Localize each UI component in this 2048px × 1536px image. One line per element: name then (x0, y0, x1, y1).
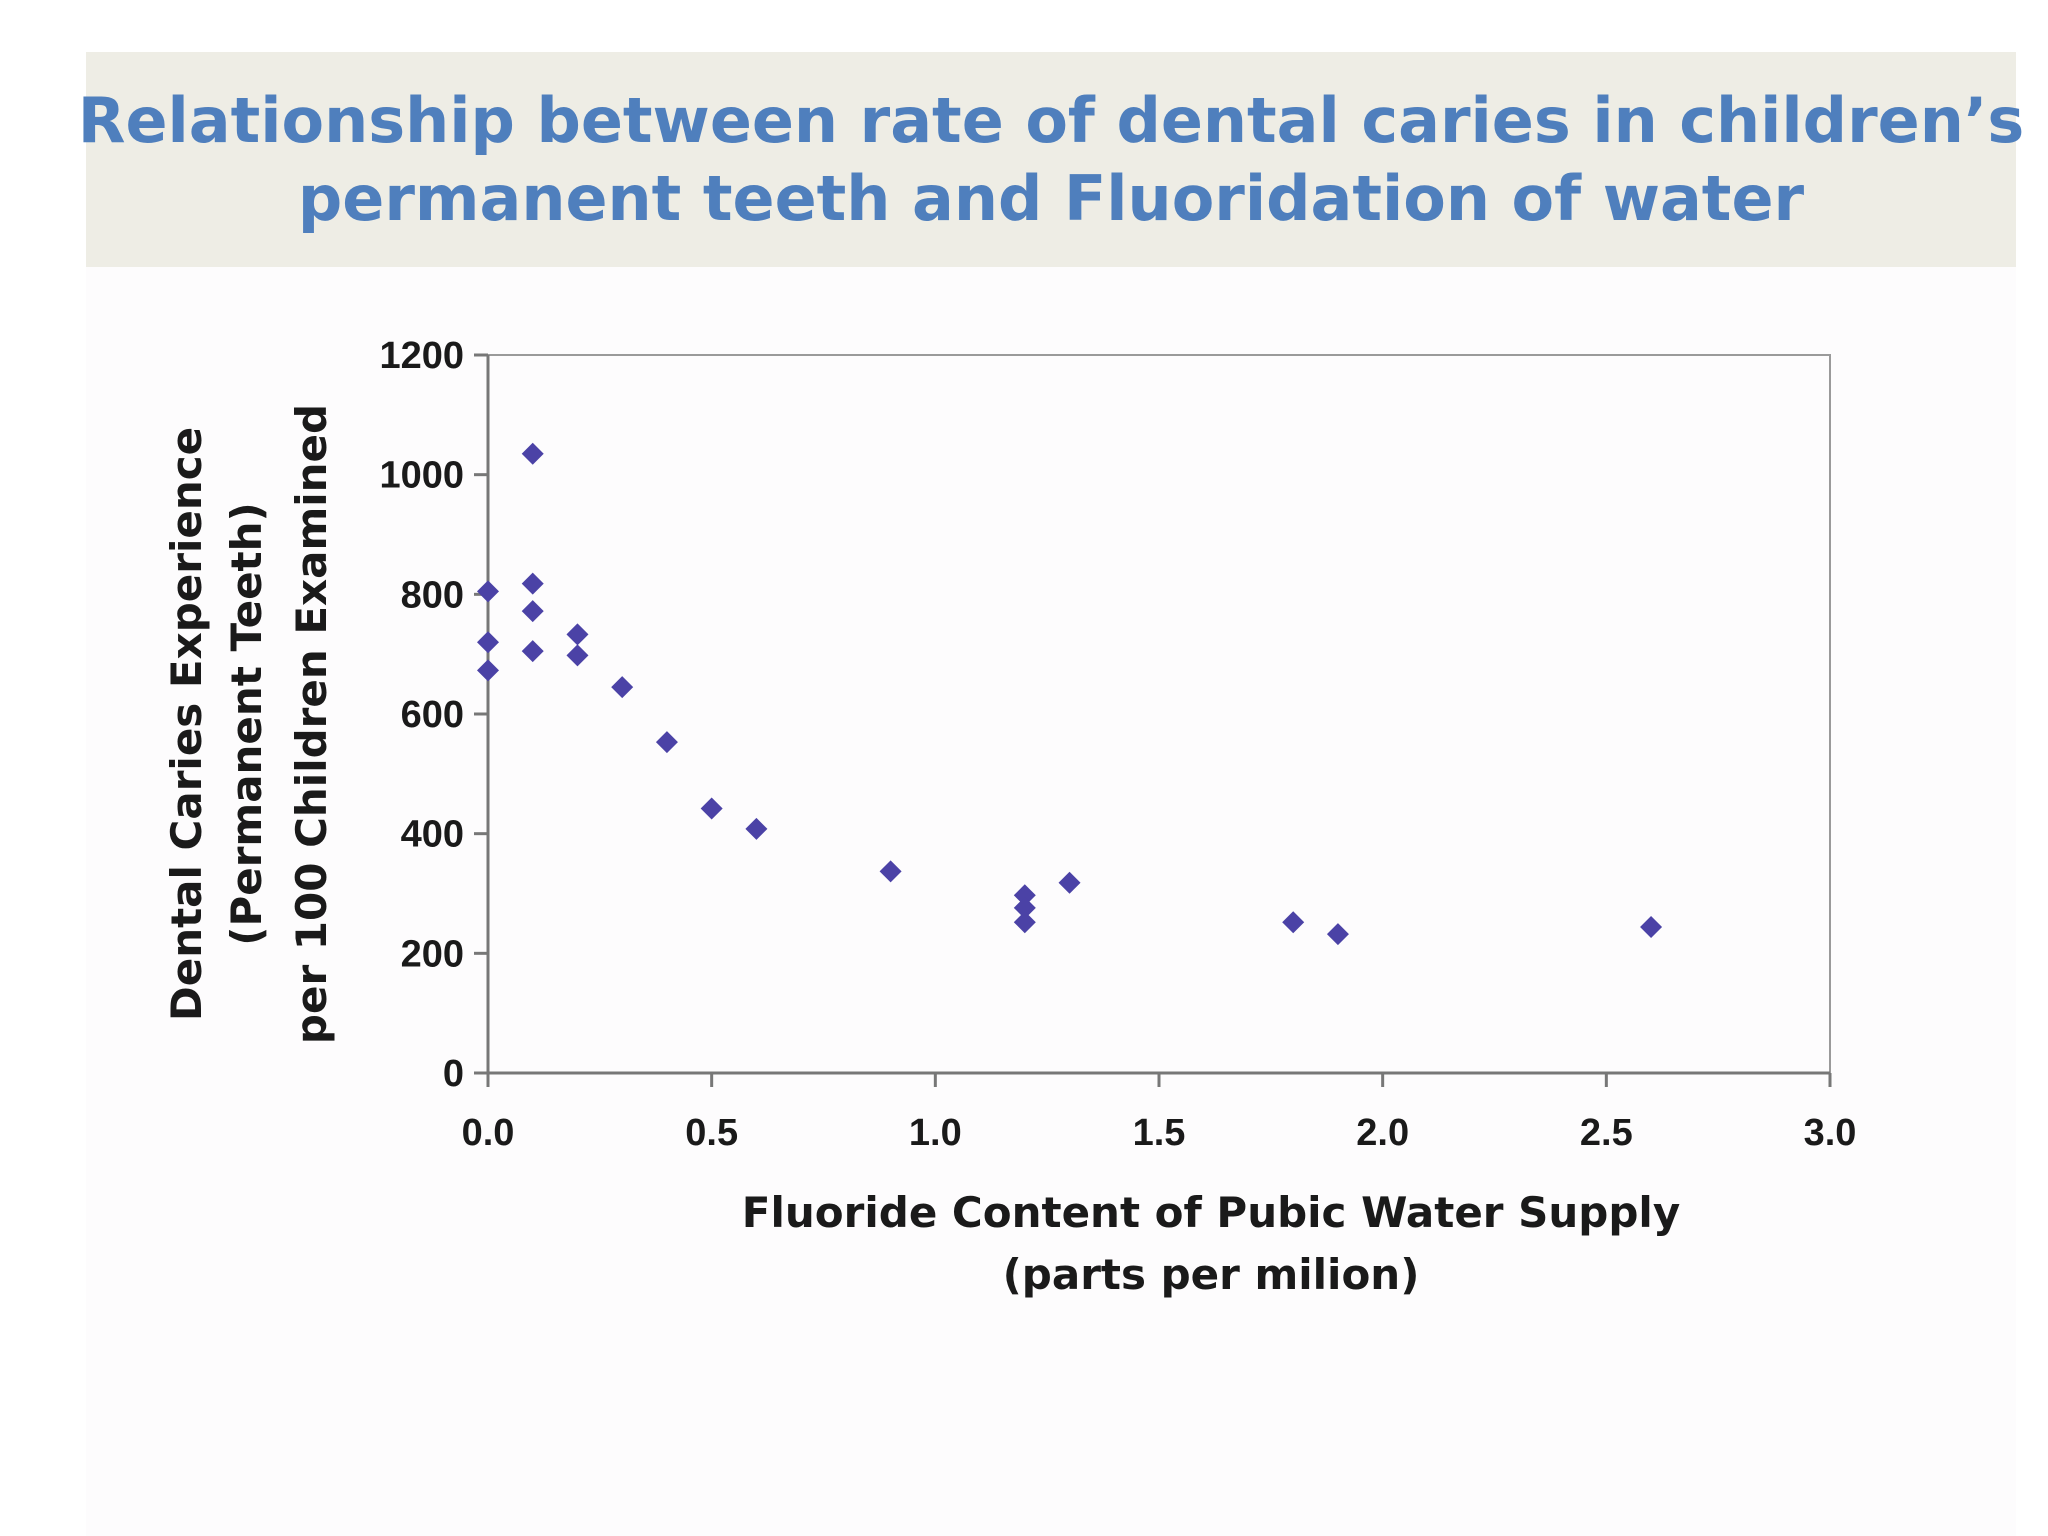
data-point (566, 644, 589, 667)
data-point (655, 731, 678, 754)
y-tick-label: 1000 (379, 455, 464, 497)
slide-title-line-2: permanent teeth and Fluoridation of wate… (297, 161, 1805, 235)
data-point (521, 600, 544, 623)
x-tick-label: 0.5 (685, 1112, 738, 1154)
x-tick-label: 1.0 (909, 1112, 962, 1154)
data-point (1013, 911, 1036, 934)
y-tick-label: 0 (443, 1053, 464, 1095)
data-point (1282, 911, 1305, 934)
data-point (521, 640, 544, 663)
x-tick-label: 1.5 (1133, 1112, 1186, 1154)
y-axis-title-line-3: per 100 Children Examined (287, 404, 336, 1044)
data-point (477, 631, 499, 654)
data-point (611, 676, 634, 699)
y-tick-label: 800 (401, 574, 464, 616)
y-axis-title-line-1: Dental Caries Experience (162, 427, 211, 1021)
x-axis-title-line-2: (parts per milion) (1003, 1250, 1420, 1299)
x-tick-label: 3.0 (1804, 1112, 1857, 1154)
x-tick-label: 2.5 (1580, 1112, 1633, 1154)
data-point (477, 659, 499, 682)
data-point (745, 817, 768, 840)
data-point (879, 860, 902, 883)
plot-area (486, 354, 1831, 1075)
y-tick-label: 400 (401, 814, 464, 856)
x-axis-ticks: 0.0 0.5 1.0 1.5 2.0 2.5 3.0 (462, 1073, 1857, 1154)
x-tick-label: 0.0 (462, 1112, 515, 1154)
data-point (1640, 916, 1663, 939)
x-tick-label: 2.0 (1356, 1112, 1409, 1154)
data-point (1326, 923, 1349, 946)
y-axis-ticks: 0 200 400 600 800 1000 1200 (379, 335, 488, 1095)
data-point (1013, 896, 1036, 919)
data-point (700, 797, 723, 820)
data-point (521, 442, 544, 465)
data-points (477, 442, 1663, 946)
data-point (1013, 884, 1036, 907)
plot-border (487, 354, 1831, 1074)
data-point (1058, 871, 1081, 894)
axis-titles: Fluoride Content of Pubic Water Supply (p… (162, 404, 1680, 1299)
title-band: Relationship between rate of dental cari… (78, 52, 2024, 267)
y-tick-label: 1200 (379, 335, 464, 377)
x-axis-title-line-1: Fluoride Content of Pubic Water Supply (742, 1188, 1680, 1237)
y-axis-title-line-2: (Permanent Teeth) (222, 502, 271, 945)
data-point (566, 623, 589, 646)
y-tick-label: 600 (401, 694, 464, 736)
data-point (521, 572, 544, 595)
y-tick-label: 200 (401, 933, 464, 975)
slide-title-line-1: Relationship between rate of dental cari… (77, 83, 2025, 157)
data-point (477, 580, 499, 603)
